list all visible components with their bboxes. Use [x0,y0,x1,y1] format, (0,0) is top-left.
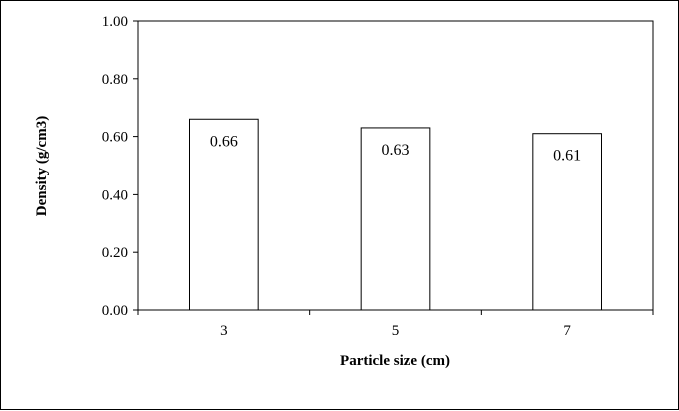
y-tick-label: 0.60 [102,130,128,146]
x-tick-label: 7 [563,323,571,339]
y-axis: 0.00 0.20 0.40 0.60 0.80 1.00 [102,14,138,319]
bar-series: 0.66 0.63 0.61 [189,118,602,311]
bar-data-label: 0.61 [553,148,581,165]
y-tick-label: 1.00 [102,14,128,30]
bar-data-label: 0.63 [382,142,410,159]
y-tick-label: 0.00 [102,303,128,319]
y-tick-label: 0.80 [102,72,128,88]
bar [189,118,259,311]
y-axis-title: Density (g/cm3) [34,116,50,216]
bar [360,127,431,311]
x-axis-title: Particle size (cm) [340,353,450,369]
x-tick-label: 3 [220,323,228,339]
x-axis: 3 5 7 [137,310,654,339]
x-tick-label: 5 [392,323,400,339]
bar-data-label: 0.66 [210,133,238,150]
y-tick-label: 0.40 [102,187,128,203]
bar [532,133,602,311]
y-tick-label: 0.20 [102,245,128,261]
